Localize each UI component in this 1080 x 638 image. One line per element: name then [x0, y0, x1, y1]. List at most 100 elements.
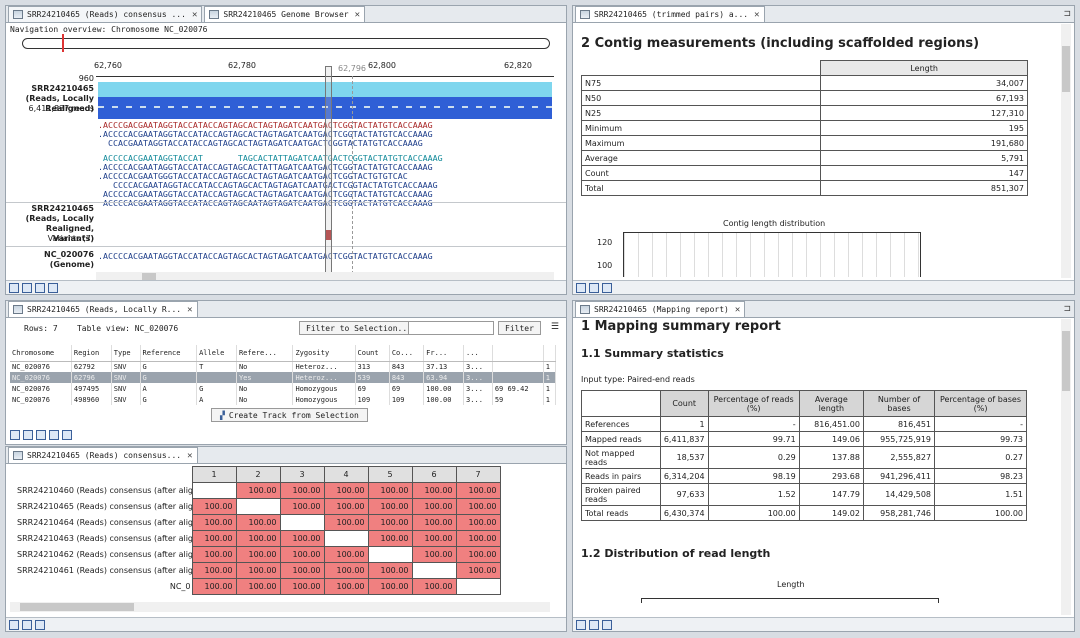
view-icon[interactable]	[9, 282, 19, 293]
genome-track-label[interactable]: NC_020076 (Genome)	[44, 250, 94, 269]
column-header[interactable]	[543, 345, 557, 362]
tab-consensus[interactable]: SRR24210465 (Reads) consensus ... ✕	[8, 6, 203, 22]
column-header[interactable]: Type	[111, 345, 141, 362]
close-icon[interactable]: ✕	[754, 9, 760, 20]
settings-icon[interactable]	[589, 282, 599, 293]
view-icon[interactable]	[576, 282, 586, 293]
variant-marker[interactable]	[326, 230, 332, 240]
settings-icon[interactable]	[49, 430, 59, 440]
table-cell: Broken paired reads	[581, 483, 661, 506]
column-header[interactable]: Fr...	[423, 345, 465, 362]
matrix-cell: 100.00	[191, 546, 237, 563]
matrix-cell: 100.00	[235, 546, 281, 563]
mapping-report-tabbar: SRR24210465 (Mapping report) ✕	[573, 301, 1074, 318]
history-icon[interactable]	[602, 619, 612, 630]
table-row[interactable]: NC_020076 497495 SNV A G No Homozygous 69 69 100.…	[10, 383, 557, 394]
matrix-cell: 100.00	[191, 530, 237, 547]
table-cell: 3...	[463, 383, 493, 394]
vertical-scrollbar[interactable]	[1061, 24, 1071, 278]
variants-track-label[interactable]: SRR24210465 (Reads, Locally Realigned, V…	[25, 204, 94, 243]
maximize-icon[interactable]: ⊐	[1063, 9, 1071, 19]
horizontal-scrollbar[interactable]	[96, 272, 554, 282]
navigation-overview-bar[interactable]	[22, 38, 550, 49]
create-track-button[interactable]: ▞ Create Track from Selection	[211, 408, 368, 422]
maximize-icon[interactable]: ⊐	[1063, 304, 1071, 314]
genome-sequence: .ACCCCACGAATAGGTACCATACCAGTAGCACTAGTAGAT…	[98, 251, 433, 261]
table-view-icon[interactable]	[22, 282, 32, 293]
table-row: N50 67,193	[580, 90, 1028, 106]
navigation-marker[interactable]	[62, 34, 64, 52]
column-header[interactable]: Reference	[140, 345, 198, 362]
table-cell	[492, 361, 544, 372]
history-icon[interactable]	[48, 282, 58, 293]
column-header[interactable]: Allele	[196, 345, 237, 362]
table-cell: 293.68	[798, 468, 864, 484]
column-header: Percentage of reads (%)	[707, 390, 800, 417]
history-icon[interactable]	[62, 430, 72, 440]
history-icon[interactable]	[35, 619, 45, 630]
settings-icon[interactable]	[35, 282, 45, 293]
grid-icon[interactable]	[36, 430, 46, 440]
matrix-column-header: 2	[235, 466, 281, 483]
tab-variant-table[interactable]: SRR24210465 (Reads, Locally R... ✕	[8, 301, 198, 317]
table-cell: -	[934, 416, 1027, 432]
table-cell: SNV	[111, 394, 141, 405]
tab-trimmed-pairs[interactable]: SRR24210465 (trimmed pairs) a... ✕	[575, 6, 765, 22]
close-icon[interactable]: ✕	[354, 9, 361, 20]
scroll-thumb[interactable]	[142, 273, 156, 281]
scroll-thumb[interactable]	[1062, 331, 1070, 391]
close-icon[interactable]: ✕	[191, 9, 198, 20]
table-cell: G	[140, 361, 198, 372]
settings-icon[interactable]	[22, 619, 32, 630]
table-row: Average 5,791	[580, 150, 1028, 166]
table-cell: 6,411,837	[659, 431, 709, 447]
vertical-scrollbar[interactable]	[1061, 319, 1071, 615]
column-header[interactable]: Chromosome	[10, 345, 72, 362]
tab-mapping-report[interactable]: SRR24210465 (Mapping report) ✕	[575, 301, 746, 317]
table-cell: 97,633	[659, 483, 709, 506]
filter-input[interactable]	[408, 321, 494, 335]
table-row[interactable]: NC_020076 498960 SNV G A No Homozygous 109 109 10…	[10, 394, 557, 405]
column-header[interactable]: Zygosity	[292, 345, 356, 362]
matrix-row: SRR24210465 (Reads) consensus (after ali…	[14, 498, 501, 515]
column-header[interactable]: Region	[71, 345, 112, 362]
column-header[interactable]	[492, 345, 544, 362]
table-row[interactable]: NC_020076 62792 SNV G T No Heteroz... 313 843 37.…	[10, 361, 557, 372]
close-icon[interactable]: ✕	[734, 304, 741, 315]
table-cell: 100.00	[707, 505, 800, 521]
column-header[interactable]: ...	[463, 345, 493, 362]
filter-to-selection-button[interactable]: Filter to Selection...	[299, 321, 419, 335]
scroll-thumb[interactable]	[1062, 46, 1070, 92]
matrix-cell: 100.00	[455, 562, 501, 579]
column-header[interactable]: Co...	[389, 345, 425, 362]
table-row: Mapped reads 6,411,837 99.71 149.06 955,725,…	[581, 431, 1027, 447]
column-header[interactable]: Count	[355, 345, 390, 362]
horizontal-scrollbar[interactable]	[10, 602, 550, 612]
tab-genome-browser[interactable]: SRR24210465 Genome Browser ✕	[204, 6, 366, 22]
view-icon[interactable]	[9, 619, 19, 630]
reads-track-label[interactable]: SRR24210465 (Reads, Locally Realigned)	[25, 84, 94, 113]
close-icon[interactable]: ✕	[187, 450, 193, 461]
contig-length-chart	[623, 232, 921, 277]
history-icon[interactable]	[602, 282, 612, 293]
close-icon[interactable]: ✕	[187, 304, 193, 315]
table-view-icon[interactable]	[23, 430, 33, 440]
view-icon[interactable]	[576, 619, 586, 630]
position-cursor[interactable]	[325, 66, 332, 274]
matrix-cell: 100.00	[367, 482, 413, 499]
table-cell: 3...	[463, 394, 493, 405]
matrix-cell: 100.00	[455, 514, 501, 531]
filter-button[interactable]: Filter	[498, 321, 541, 335]
matrix-row: NC_0 100.00 100.00 100.00 100.00 100.00 100.00	[14, 578, 501, 595]
column-settings-icon[interactable]: ☰	[550, 322, 559, 332]
table-row[interactable]: NC_020076 62796 SNV G Yes Heteroz... 539 843 63.…	[10, 372, 557, 383]
matrix-column-header: 3	[279, 466, 325, 483]
column-header[interactable]: Refere...	[236, 345, 294, 362]
graph-icon[interactable]	[10, 430, 20, 440]
settings-icon[interactable]	[589, 619, 599, 630]
matrix-cell: 100.00	[191, 498, 237, 515]
scroll-thumb[interactable]	[20, 603, 134, 611]
tab-consensus-matrix[interactable]: SRR24210465 (Reads) consensus... ✕	[8, 447, 198, 463]
